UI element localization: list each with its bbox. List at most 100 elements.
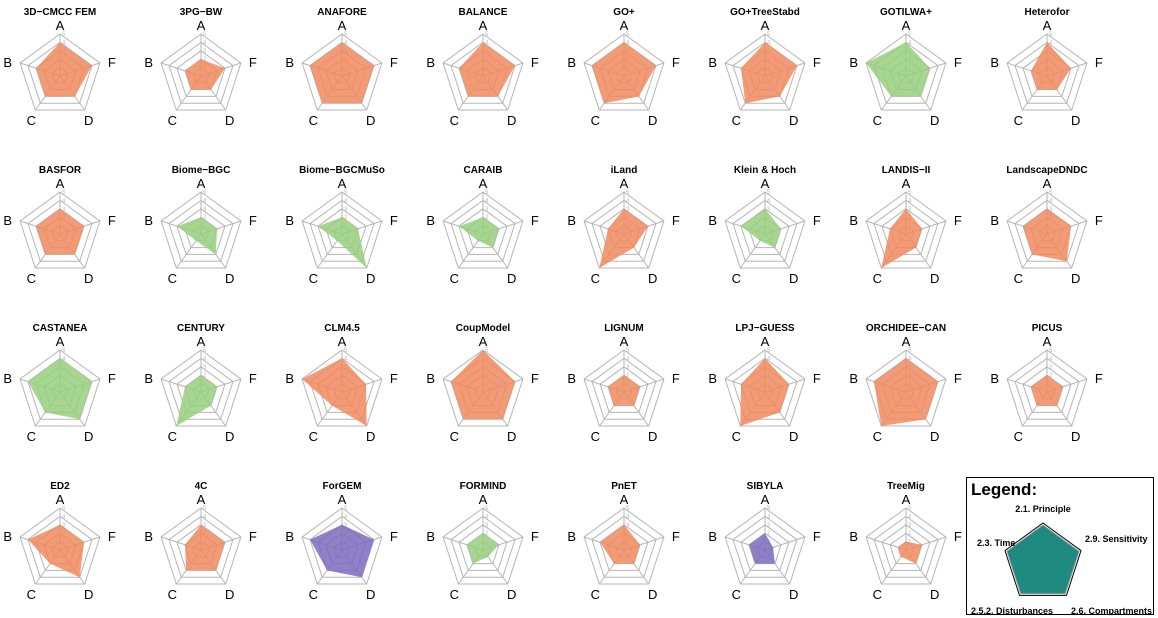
tick-label: 5 [626, 190, 630, 196]
axis-label-f: F [108, 529, 116, 544]
axis-label-b: B [426, 213, 435, 228]
data-polygon [608, 375, 640, 406]
axis-label-b: B [426, 529, 435, 544]
axis-label-f: F [108, 371, 116, 386]
axis-label-d: D [930, 271, 939, 286]
panel-title: LPJ−GUESS [735, 323, 795, 334]
web-ring [317, 208, 367, 255]
tick-label: 4 [908, 356, 912, 362]
axis-label-a: A [338, 492, 347, 507]
axis-label-d: D [225, 587, 234, 602]
radar-panel: LPJ−GUESS12345AFDCB [708, 323, 820, 444]
axis-label-a: A [197, 334, 206, 349]
tick-label: 2 [767, 531, 771, 537]
web-ring [873, 515, 939, 578]
axis-label-f: F [954, 55, 962, 70]
panel-title: ANAFORE [317, 7, 367, 18]
radar-panel: Klein & Hoch12345AFDCB [708, 165, 820, 286]
web-ring [309, 199, 375, 262]
radar-panel: PnET12345AFDCB [567, 481, 679, 602]
tick-label: 4 [1049, 40, 1053, 46]
radar-panel: GOTILWA+12345AFDCB [849, 7, 961, 128]
tick-label: 4 [344, 198, 348, 204]
legend-axis-label: 2.3. Time [977, 538, 1015, 548]
radar-panel: Biome−BGCMuSo12345AFDCB [285, 165, 397, 286]
web-ring [1014, 41, 1080, 104]
axis-label-f: F [813, 529, 821, 544]
tick-label: 2 [203, 215, 207, 221]
axis-label-d: D [789, 113, 798, 128]
web-ring [168, 515, 234, 578]
axis-label-f: F [390, 55, 398, 70]
tick-label: 3 [908, 523, 912, 529]
tick-label: 5 [485, 32, 489, 38]
tick-label: 5 [1049, 32, 1053, 38]
radar-panel: iLand12345AFDCB [567, 165, 679, 286]
tick-label: 4 [344, 356, 348, 362]
axis-label-c: C [591, 113, 600, 128]
axis-label-b: B [3, 213, 12, 228]
panel-title: TreeMig [887, 481, 925, 492]
radar-panel: ED212345AFDCB [3, 481, 115, 602]
tick-label: 4 [1049, 198, 1053, 204]
web-ring [19, 33, 101, 111]
axis-label-a: A [338, 334, 347, 349]
radar-panel: FORMIND12345AFDCB [426, 481, 538, 602]
axis-label-a: A [479, 18, 488, 33]
web-ring [442, 349, 524, 427]
tick-label: 3 [62, 207, 66, 213]
axis-label-f: F [249, 55, 257, 70]
axis-label-f: F [954, 529, 962, 544]
web-ring [160, 191, 242, 269]
axis-label-b: B [144, 371, 153, 386]
tick-label: 5 [626, 506, 630, 512]
radar-panel: 3PG−BW12345AFDCB [144, 7, 256, 128]
web-ring [450, 515, 516, 578]
web-ring [724, 33, 806, 111]
axis-label-c: C [873, 429, 882, 444]
axis-label-d: D [930, 429, 939, 444]
axis-label-b: B [849, 55, 858, 70]
web-ring [309, 515, 375, 578]
panel-title: PICUS [1032, 323, 1063, 334]
tick-label: 2 [203, 57, 207, 63]
axis-label-b: B [849, 213, 858, 228]
axis-label-c: C [309, 587, 318, 602]
tick-label: 4 [62, 40, 66, 46]
data-polygon [176, 375, 217, 426]
data-polygon [28, 358, 92, 420]
axis-label-c: C [27, 429, 36, 444]
axis-label-f: F [1095, 55, 1103, 70]
web-ring [450, 199, 516, 262]
radar-panel: ANAFORE12345AFDCB [285, 7, 397, 128]
panel-title: ORCHIDEE−CAN [866, 323, 946, 334]
axis-label-d: D [648, 271, 657, 286]
axis-label-a: A [620, 176, 629, 191]
tick-label: 3 [626, 207, 630, 213]
panel-title: PnET [611, 481, 637, 492]
tick-label: 5 [203, 348, 207, 354]
tick-label: 4 [767, 40, 771, 46]
axis-label-c: C [27, 587, 36, 602]
legend-axis-label: 2.9. Sensitivity [1085, 534, 1148, 544]
data-polygon [310, 524, 374, 578]
axis-label-c: C [27, 113, 36, 128]
axis-label-a: A [1043, 334, 1052, 349]
data-polygon [310, 42, 374, 104]
axis-label-f: F [249, 213, 257, 228]
axis-label-d: D [1071, 429, 1080, 444]
axis-label-a: A [902, 492, 911, 507]
legend-polygon [1006, 524, 1080, 595]
tick-label: 4 [62, 356, 66, 362]
radar-panel: LandscapeDNDC12345AFDCB [990, 165, 1102, 286]
tick-label: 4 [203, 514, 207, 520]
axis-label-a: A [761, 492, 770, 507]
web-ring [881, 524, 931, 571]
data-polygon [467, 533, 499, 564]
axis-label-f: F [531, 371, 539, 386]
radar-panel: PICUS12345AFDCB [990, 323, 1102, 444]
axis-label-b: B [3, 371, 12, 386]
axis-label-a: A [56, 492, 65, 507]
data-polygon [874, 358, 938, 426]
radar-panel: ORCHIDEE−CAN12345AFDCB [849, 323, 961, 444]
